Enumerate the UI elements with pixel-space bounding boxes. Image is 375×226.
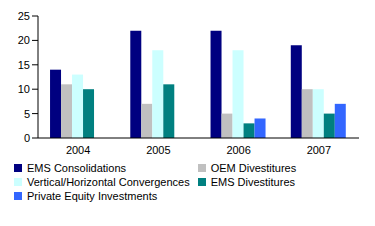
svg-text:0: 0	[24, 132, 30, 144]
html-text:Private Equity Investments: Private Equity Investments	[27, 190, 158, 202]
svg-text:15: 15	[18, 59, 30, 71]
svg-text:20: 20	[18, 34, 30, 46]
svg-text:10: 10	[18, 83, 30, 95]
svg-text:5: 5	[24, 108, 30, 120]
svg-text:25: 25	[18, 10, 30, 22]
html-text:EMS Consolidations: EMS Consolidations	[27, 162, 127, 174]
svg-text:2006: 2006	[226, 144, 250, 156]
svg-text:2004: 2004	[66, 144, 90, 156]
svg-text:2007: 2007	[307, 144, 331, 156]
html-text:Vertical/Horizontal Convergenc: Vertical/Horizontal Convergences	[27, 176, 190, 188]
html-text:EMS Divestitures: EMS Divestitures	[210, 176, 295, 188]
html-text:OEM Divestitures: OEM Divestitures	[210, 162, 297, 174]
svg-text:2005: 2005	[146, 144, 170, 156]
